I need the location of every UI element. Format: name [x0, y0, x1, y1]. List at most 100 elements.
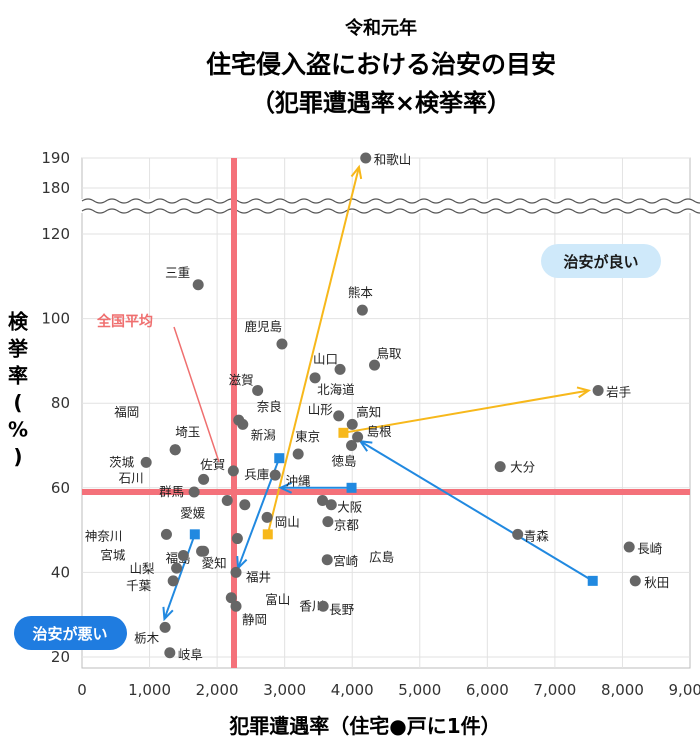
arrow-4 [278, 481, 357, 494]
point-label: 香川 [299, 599, 324, 614]
arrow-start-marker [587, 575, 598, 586]
point-label: 佐賀 [200, 457, 225, 472]
y-tick-label: 190 [41, 149, 70, 167]
point-label: 秋田 [644, 575, 669, 590]
point-label: 京都 [334, 518, 360, 533]
point-label: 兵庫 [244, 467, 269, 482]
point-愛知 [196, 545, 208, 557]
chart-subtitle: （犯罪遭遇率×検挙率） [251, 89, 511, 117]
point-label: 宮崎 [333, 554, 359, 569]
point-岩手 [592, 385, 604, 397]
point-label: 鹿児島 [244, 319, 282, 334]
point-栃木 [159, 621, 171, 633]
point-label: 青森 [524, 528, 550, 543]
y-tick-label: 120 [41, 225, 70, 243]
point-兵庫 [269, 469, 281, 481]
point-山梨 [171, 562, 183, 574]
point-label: 北海道 [317, 382, 355, 397]
arrow-start-marker [346, 482, 357, 493]
good-badge-label: 治安が良い [563, 253, 638, 271]
point-label: 茨城 [109, 454, 135, 469]
arrow-head [162, 606, 174, 622]
y-title-char: 挙 [7, 337, 29, 361]
point-秋田 [629, 575, 641, 587]
point-label: 島根 [367, 424, 393, 439]
point-香川 [231, 533, 243, 545]
point-長野 [317, 600, 329, 612]
x-tick-label: 5,000 [398, 681, 441, 699]
arrow-shaft [266, 166, 360, 535]
point-label: 広島 [369, 549, 394, 564]
point-宮崎 [321, 554, 333, 566]
point-label: 山口 [313, 351, 338, 366]
break-wave-top [81, 198, 700, 204]
x-tick-label: 0 [77, 681, 87, 699]
y-title-char: ) [13, 445, 22, 469]
point-大阪 [325, 499, 337, 511]
point-滋賀 [252, 385, 264, 397]
arrow-head [350, 164, 363, 180]
point-label: 岩手 [606, 385, 631, 400]
point-鳥取 [369, 359, 381, 371]
point-長崎 [623, 541, 635, 553]
point-大分 [494, 461, 506, 473]
point-label: 奈良 [257, 399, 282, 414]
point-佐賀 [227, 465, 239, 477]
point-label: 新潟 [251, 427, 276, 442]
y-title-char: 率 [8, 364, 28, 388]
point-青森 [512, 528, 524, 540]
point-三重 [192, 279, 204, 291]
point-高知 [346, 418, 358, 430]
point-label: 長野 [329, 602, 355, 617]
point-石川 [198, 473, 210, 485]
x-tick-label: 9,000 [669, 681, 700, 699]
point-福井 [230, 566, 242, 578]
y-tick-label: 40 [51, 563, 70, 581]
point-label: 神奈川 [85, 528, 123, 543]
point-label: 群馬 [159, 484, 184, 499]
arrow-head [576, 386, 592, 399]
point-新潟 [237, 418, 249, 430]
point-熊本 [356, 304, 368, 316]
arrow-shaft [359, 440, 594, 582]
point-label: 大分 [510, 460, 535, 475]
point-label: 富山 [265, 592, 290, 607]
point-山口 [334, 363, 346, 375]
point-鹿児島 [276, 338, 288, 350]
point-label: 熊本 [348, 285, 374, 300]
point-神奈川 [160, 528, 172, 540]
arrow-shaft [343, 389, 589, 434]
point-label: 岐阜 [178, 647, 203, 662]
point-label: 福井 [246, 569, 271, 584]
point-東京 [292, 448, 304, 460]
x-tick-label: 8,000 [601, 681, 644, 699]
y-tick-label: 20 [51, 648, 70, 666]
point-label: 千葉 [126, 578, 152, 593]
bad-badge: 治安が悪い [14, 616, 127, 650]
x-tick-label: 1,000 [128, 681, 171, 699]
x-tick-label: 6,000 [466, 681, 509, 699]
x-tick-label: 7,000 [533, 681, 576, 699]
point-埼玉 [169, 444, 181, 456]
y-tick-label: 180 [41, 179, 70, 197]
point-label: 山形 [308, 402, 334, 417]
break-wave-bottom [81, 208, 700, 214]
y-title-char: % [8, 418, 28, 442]
good-badge: 治安が良い [541, 244, 661, 278]
point-label: 愛知 [202, 555, 227, 570]
arrow-start-marker [338, 427, 349, 438]
x-axis-title: 犯罪遭遇率（住宅●戸に1件） [228, 714, 500, 738]
y-title-char: 検 [8, 310, 29, 334]
point-label: 静岡 [242, 612, 267, 627]
point-label: 和歌山 [374, 152, 412, 167]
y-tick-label: 60 [51, 479, 70, 497]
arrow-start-marker [189, 529, 200, 540]
average-lines [82, 158, 690, 668]
point-岐阜 [164, 647, 176, 659]
point-広島 [261, 511, 273, 523]
point-label: 徳島 [332, 454, 357, 469]
point-label: 福岡 [114, 405, 139, 420]
point-label: 三重 [165, 265, 190, 280]
